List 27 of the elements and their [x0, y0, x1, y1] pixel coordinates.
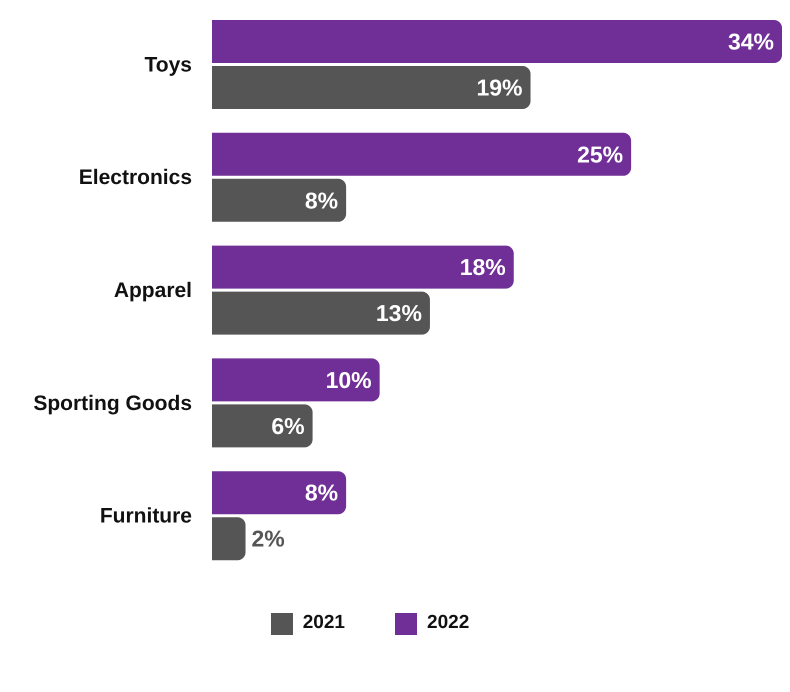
legend-label: 2021 [302, 612, 345, 633]
bar [212, 178, 346, 222]
y-tick-label: Electronics [78, 166, 192, 190]
bar [212, 358, 380, 402]
bar [212, 20, 782, 63]
data-label: 25% [577, 141, 624, 168]
y-tick-label: Apparel [114, 279, 192, 302]
bar [212, 132, 632, 176]
data-label: 6% [271, 412, 305, 439]
data-label: 34% [728, 28, 774, 54]
bar [212, 246, 514, 289]
y-tick-label: Furniture [100, 504, 192, 528]
legend-label: 2022 [427, 612, 470, 633]
bar [212, 292, 430, 335]
data-label: 13% [376, 300, 422, 326]
y-tick-label: Sporting Goods [33, 392, 192, 415]
bar [212, 517, 246, 560]
data-label: 19% [476, 74, 523, 100]
data-label: 18% [460, 254, 506, 280]
y-tick-label: Toys [144, 53, 192, 76]
bar [212, 404, 313, 448]
data-label: 10% [326, 366, 372, 393]
bar [212, 66, 531, 109]
data-label: 2% [252, 526, 285, 552]
bar [212, 471, 346, 514]
data-label: 8% [304, 480, 338, 506]
data-label: 8% [304, 187, 338, 214]
